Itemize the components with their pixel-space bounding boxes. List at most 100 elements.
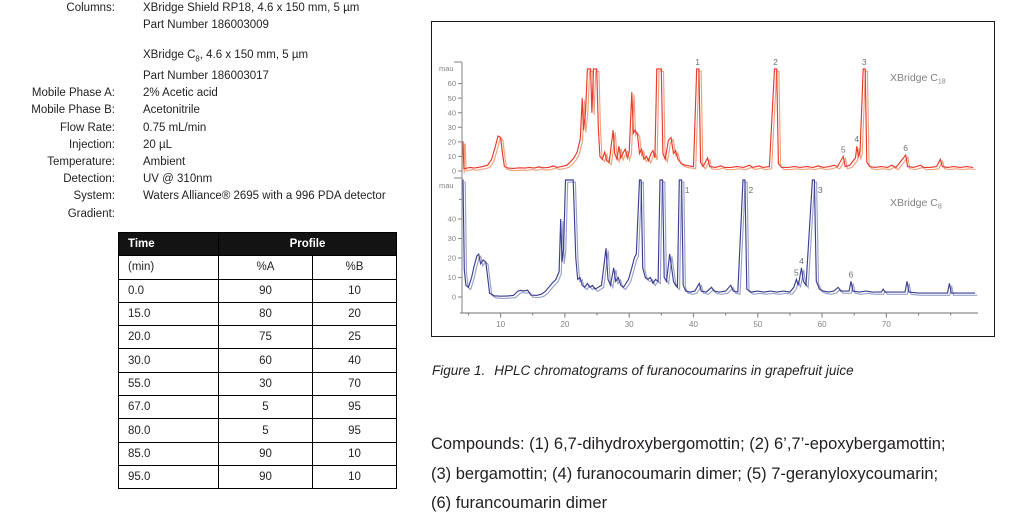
method-label: Mobile Phase A: [31,87,115,100]
y-tick-label: 60 [448,79,456,88]
peak-label: 2 [773,57,778,67]
c8-chromatogram: 0 10 20 30 40 mau XBridge C8 1 2 3 45 6 [439,177,978,313]
gradient-cell-a: 90 [218,464,313,490]
gradient-cell-a: 60 [218,348,313,373]
gradient-cell-time: 15.0 [118,301,219,327]
peak-label: 4 [854,134,859,144]
figure-caption-text: HPLC chromatograms of furanocoumarins in… [494,363,854,378]
c8-trace [462,179,976,297]
gradient-cell-time: 20.0 [118,325,219,350]
figure-caption: Figure 1. HPLC chromatograms of furanocou… [432,363,854,378]
c18-chromatogram: 0 10 20 30 40 50 60 mau XBridge C18 1 2 3 45 6 [439,57,976,179]
method-value: XBridge Shield RP18, 4.6 x 150 mm, 5 µm [143,2,360,14]
peak-label: 5 [841,144,846,154]
method-row: Gradient: [0,206,425,223]
method-label: System: [73,190,115,203]
gradient-row: 20.0 75 25 [118,325,398,350]
gradient-cell-a: 90 [218,278,313,303]
method-value: Acetonitrile [143,104,200,117]
method-label: Gradient: [67,207,115,220]
method-label: Injection: [68,138,115,151]
series-label-c18: XBridge C18 [890,72,946,86]
x-tick-label: 70 [882,320,891,329]
series-label-c8: XBridge C8 [890,197,942,211]
method-row: Detection: UV @ 310nm [0,171,425,188]
gradient-row: 80.0 5 95 [118,418,398,443]
y-axis-c8 [454,177,463,313]
y-tick-label: 40 [448,215,456,224]
gradient-cell-time: 0.0 [118,278,219,303]
gradient-row: 67.0 5 95 [118,395,398,420]
gradient-row: 85.0 90 10 [118,441,398,466]
method-label [0,68,115,85]
figure-number: Figure 1. [432,363,486,378]
gradient-cell-a: 5 [218,418,313,443]
gradient-cell-a: 5 [218,395,313,420]
c18-trace [461,68,974,172]
method-value: 2% Acetic acid [143,87,218,100]
gradient-cell-b: 10 [311,441,398,466]
y-tick-label: 30 [448,234,456,243]
method-value: Part Number 186003009 [143,19,269,32]
method-row: Injection: 20 µL [0,137,425,154]
gradient-cell-time: 95.0 [118,464,219,490]
gradient-table-body: 0.0 90 10 15.0 80 20 20.0 75 25 30.0 60 40 55.0 30 70 6… [118,278,398,490]
y-tick-label: 30 [448,123,456,132]
c18-companion-trace [463,70,976,174]
peak-label: 6 [903,143,908,153]
gradient-cell-b: 10 [311,278,398,303]
peak-label: 5 [794,267,799,277]
gradient-cell-a: 80 [218,301,313,327]
x-axis [460,312,978,318]
compounds-line: Compounds: (1) 6,7-dihydroxybergomottin;… [431,435,946,453]
gradient-cell-a: 90 [218,441,313,466]
y-tick-label: 20 [448,254,456,263]
method-row: Part Number 186003017 [0,68,425,85]
method-label: Columns: [66,2,115,14]
x-tick-label: 40 [689,320,698,329]
compounds-line: (3) bergamottin; (4) furanocoumarin dime… [431,464,939,483]
method-row: System: Waters Alliance® 2695 with a 996 … [0,188,425,205]
y-tick-label: 0 [452,167,456,176]
method-value: XBridge C8, 4.6 x 150 mm, 5 µm [143,49,309,64]
gradient-cell-b: 40 [311,348,398,373]
method-value: UV @ 310nm [143,173,213,186]
gradient-cell-b: 95 [311,395,398,420]
method-label: Detection: [63,173,115,186]
x-tick-label: 10 [496,320,505,329]
y-tick-label: 40 [448,108,456,117]
method-label: Temperature: [47,155,115,168]
method-value: Ambient [143,155,186,168]
peak-label: 4 [799,256,804,266]
x-tick-label: 30 [625,320,634,329]
method-row: Temperature: Ambient [0,154,425,171]
method-row: Mobile Phase B: Acetonitrile [0,102,425,119]
method-row: Mobile Phase A: 2% Acetic acid [0,85,425,102]
y-axis-unit-label: mau [439,181,454,190]
compounds-line: (6) furancoumarin dimer [431,494,608,512]
gradient-table: Time Profile (min) %A %B 0.0 90 10 15.0 80 20… [118,231,398,490]
gradient-row: 55.0 30 70 [118,371,398,397]
gradient-row: 30.0 60 40 [118,348,398,373]
method-label [0,47,115,68]
method-label: Flow Rate: [60,121,115,134]
gradient-subheader-b: %B [311,255,398,280]
gradient-row: 95.0 90 10 [118,464,398,490]
gradient-cell-time: 80.0 [118,418,219,443]
gradient-cell-b: 25 [311,325,398,350]
peak-label: 2 [748,185,753,195]
gradient-header-time: Time [118,231,219,257]
gradient-cell-a: 30 [218,371,313,397]
method-row: Columns: XBridge Shield RP18, 4.6 x 150 m… [0,0,425,17]
gradient-cell-b: 70 [311,371,398,397]
x-tick-label: 60 [818,320,827,329]
gradient-header-profile: Profile [217,231,398,257]
peak-label: 6 [849,269,854,279]
gradient-cell-time: 67.0 [118,395,219,420]
gradient-subheader-min: (min) [118,255,219,280]
gradient-row: 0.0 90 10 [118,278,398,303]
method-value: Waters Alliance® 2695 with a 996 PDA det… [143,190,386,203]
y-axis-c18 [454,61,463,179]
